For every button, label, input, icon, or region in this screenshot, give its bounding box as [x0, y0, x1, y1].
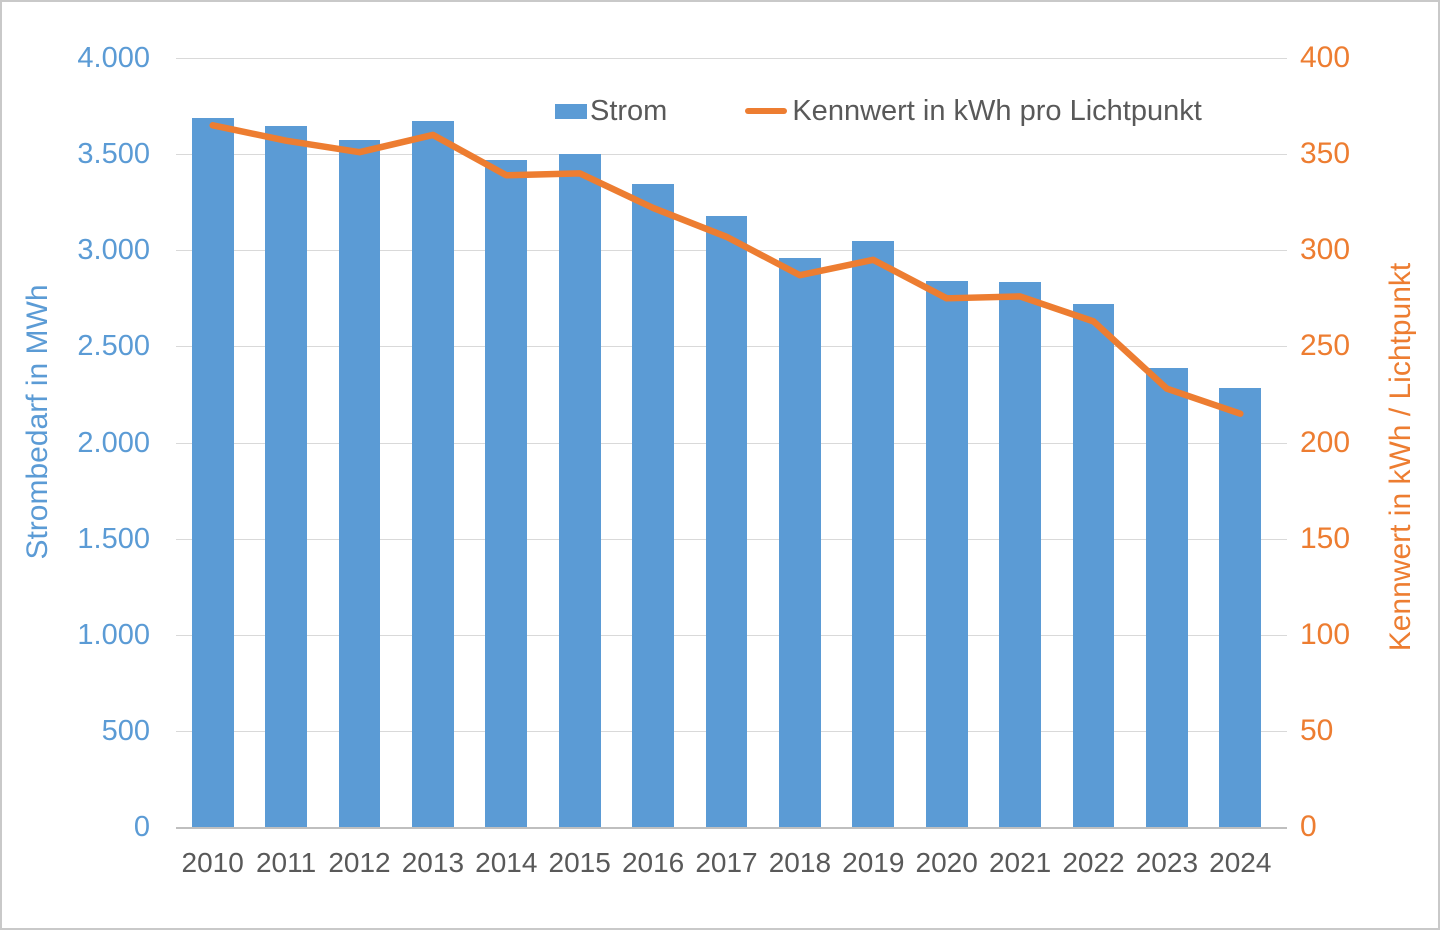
bar-2011	[265, 126, 307, 827]
x-label-2022: 2022	[1062, 847, 1125, 878]
right-tick-100: 100	[1300, 617, 1351, 651]
left-axis-title: Strombedarf in MWh	[21, 284, 54, 560]
right-tick-200: 200	[1300, 425, 1351, 459]
legend-item-kennwert: Kennwert in kWh pro Lichtpunkt	[745, 94, 1202, 128]
right-tick-250: 250	[1300, 329, 1351, 363]
x-label-2012: 2012	[328, 847, 391, 878]
bar-2010	[191, 117, 234, 827]
bar-2017	[705, 215, 748, 827]
legend-item-strom: Strom	[555, 94, 667, 128]
bar-2014	[485, 159, 528, 827]
right-tick-50: 50	[1300, 713, 1334, 747]
bar-2023	[1145, 367, 1188, 827]
bar-2013	[411, 121, 454, 827]
x-label-2018: 2018	[768, 847, 832, 878]
left-tick-2.500: 2.500	[77, 330, 150, 363]
x-label-2010: 2010	[181, 847, 244, 878]
kennwert-line	[209, 122, 1244, 417]
bar-2022	[1072, 304, 1115, 827]
kennwert-polyline	[209, 122, 1244, 417]
right-tick-350: 350	[1300, 137, 1351, 171]
plot-area	[176, 58, 1287, 829]
bar-2019	[852, 240, 895, 827]
left-tick-0: 0	[133, 811, 150, 843]
x-label-2021: 2021	[988, 847, 1052, 878]
x-axis-line	[176, 827, 1287, 829]
left-tick-1.000: 1.000	[77, 618, 150, 651]
chart-legend: Strom Kennwert in kWh pro Lichtpunkt	[555, 94, 1202, 128]
legend-label-kennwert: Kennwert in kWh pro Lichtpunkt	[792, 95, 1202, 127]
left-tick-3.500: 3.500	[77, 138, 150, 171]
bar-2018	[778, 257, 821, 827]
gridline	[176, 154, 1287, 156]
right-tick-400: 400	[1300, 41, 1351, 74]
left-tick-500: 500	[101, 714, 150, 747]
x-label-2020: 2020	[915, 847, 978, 878]
x-label-2019: 2019	[842, 847, 905, 878]
x-label-2017: 2017	[695, 847, 758, 878]
x-label-2013: 2013	[401, 847, 465, 878]
bar-2021	[999, 281, 1041, 827]
right-tick-150: 150	[1300, 521, 1351, 555]
bar-2020	[925, 281, 968, 827]
legend-label-strom: Strom	[590, 95, 668, 127]
bar-2024	[1219, 387, 1262, 827]
x-label-2023: 2023	[1135, 847, 1199, 878]
left-tick-3.000: 3.000	[77, 234, 150, 267]
x-label-2015: 2015	[548, 847, 611, 878]
x-label-2014: 2014	[475, 847, 538, 878]
left-tick-1.500: 1.500	[77, 522, 150, 555]
x-label-2016: 2016	[621, 847, 685, 878]
x-label-2024: 2024	[1209, 847, 1272, 878]
left-tick-2.000: 2.000	[77, 426, 150, 459]
gridline	[176, 58, 1287, 59]
right-tick-300: 300	[1300, 233, 1351, 267]
x-label-2011: 2011	[255, 847, 317, 878]
bar-2016	[632, 183, 674, 827]
line-series-swatch-icon	[745, 108, 788, 114]
right-tick-0: 0	[1300, 810, 1317, 843]
bar-2015	[558, 154, 601, 827]
left-tick-4.000: 4.000	[77, 42, 150, 74]
bar-series-swatch-icon	[555, 103, 587, 119]
bar-2012	[338, 139, 381, 827]
